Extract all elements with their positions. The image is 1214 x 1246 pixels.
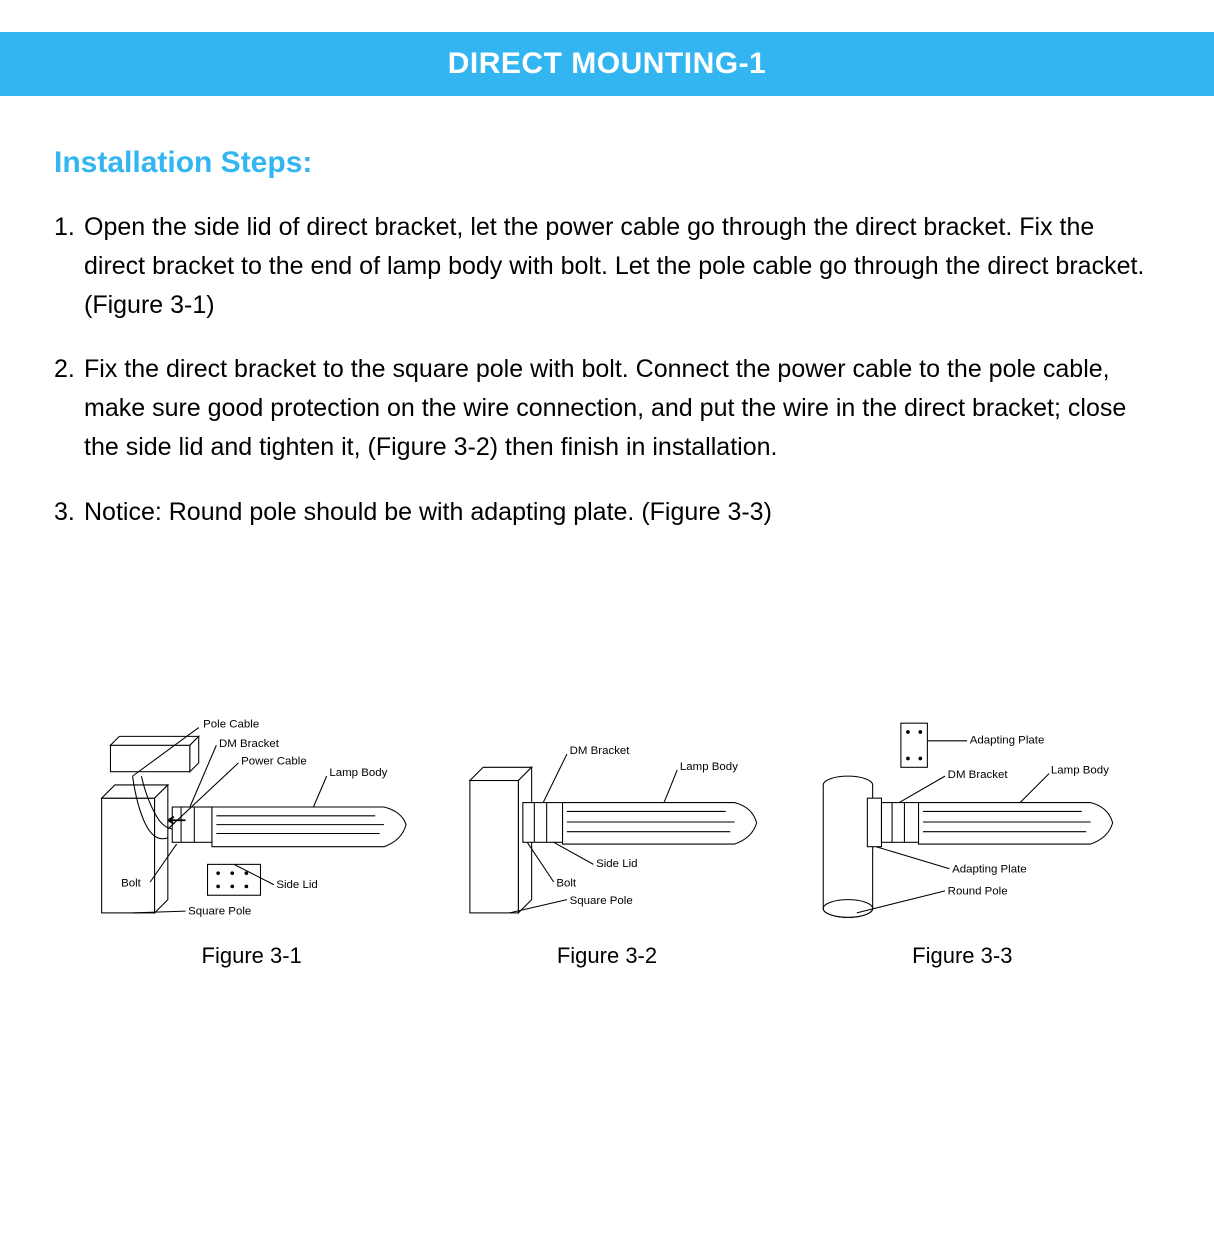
figure-3-1-diagram: Pole Cable DM Bracket Power Cable Lamp B… bbox=[84, 677, 419, 937]
label-dm-bracket: DM Bracket bbox=[219, 738, 280, 750]
figure-3-2-diagram: DM Bracket Lamp Body Side Lid Bolt Squar… bbox=[439, 677, 774, 937]
label-side-lid: Side Lid bbox=[276, 879, 317, 891]
label-round-pole: Round Pole bbox=[947, 886, 1007, 898]
header-bar: DIRECT MOUNTING-1 bbox=[0, 32, 1214, 96]
label-adapting-plate-2: Adapting Plate bbox=[952, 864, 1027, 876]
step-text: Notice: Round pole should be with adapti… bbox=[84, 493, 1160, 532]
figure-caption: Figure 3-1 bbox=[202, 943, 302, 969]
label-bolt: Bolt bbox=[557, 878, 578, 890]
label-power-cable: Power Cable bbox=[241, 756, 307, 768]
label-side-lid: Side Lid bbox=[596, 858, 637, 870]
step-item: 3. Notice: Round pole should be with ada… bbox=[54, 493, 1160, 532]
label-lamp-body: Lamp Body bbox=[329, 767, 387, 779]
steps-list: 1. Open the side lid of direct bracket, … bbox=[54, 208, 1160, 531]
label-square-pole: Square Pole bbox=[188, 906, 251, 918]
label-pole-cable: Pole Cable bbox=[203, 719, 259, 731]
label-dm-bracket: DM Bracket bbox=[570, 745, 631, 757]
figure-3-3-diagram: Adapting Plate DM Bracket Lamp Body Adap… bbox=[795, 677, 1130, 937]
figure-3-2: DM Bracket Lamp Body Side Lid Bolt Squar… bbox=[439, 677, 774, 969]
page-title: DIRECT MOUNTING-1 bbox=[448, 47, 767, 81]
step-text: Open the side lid of direct bracket, let… bbox=[84, 208, 1160, 324]
figure-3-3: Adapting Plate DM Bracket Lamp Body Adap… bbox=[795, 677, 1130, 969]
figure-3-1: Pole Cable DM Bracket Power Cable Lamp B… bbox=[84, 677, 419, 969]
figures-row: Pole Cable DM Bracket Power Cable Lamp B… bbox=[54, 557, 1160, 969]
step-text: Fix the direct bracket to the square pol… bbox=[84, 350, 1160, 466]
label-bolt: Bolt bbox=[121, 878, 142, 890]
figure-caption: Figure 3-3 bbox=[912, 943, 1012, 969]
label-lamp-body: Lamp Body bbox=[1051, 765, 1109, 777]
section-title: Installation Steps: bbox=[54, 146, 1160, 180]
step-item: 1. Open the side lid of direct bracket, … bbox=[54, 208, 1160, 324]
step-number: 3. bbox=[54, 493, 84, 532]
label-dm-bracket: DM Bracket bbox=[947, 769, 1008, 781]
step-item: 2. Fix the direct bracket to the square … bbox=[54, 350, 1160, 466]
label-lamp-body: Lamp Body bbox=[680, 761, 738, 773]
figure-caption: Figure 3-2 bbox=[557, 943, 657, 969]
content: Installation Steps: 1. Open the side lid… bbox=[0, 96, 1214, 969]
label-adapting-plate: Adapting Plate bbox=[969, 735, 1044, 747]
label-square-pole: Square Pole bbox=[570, 895, 633, 907]
step-number: 2. bbox=[54, 350, 84, 466]
step-number: 1. bbox=[54, 208, 84, 324]
